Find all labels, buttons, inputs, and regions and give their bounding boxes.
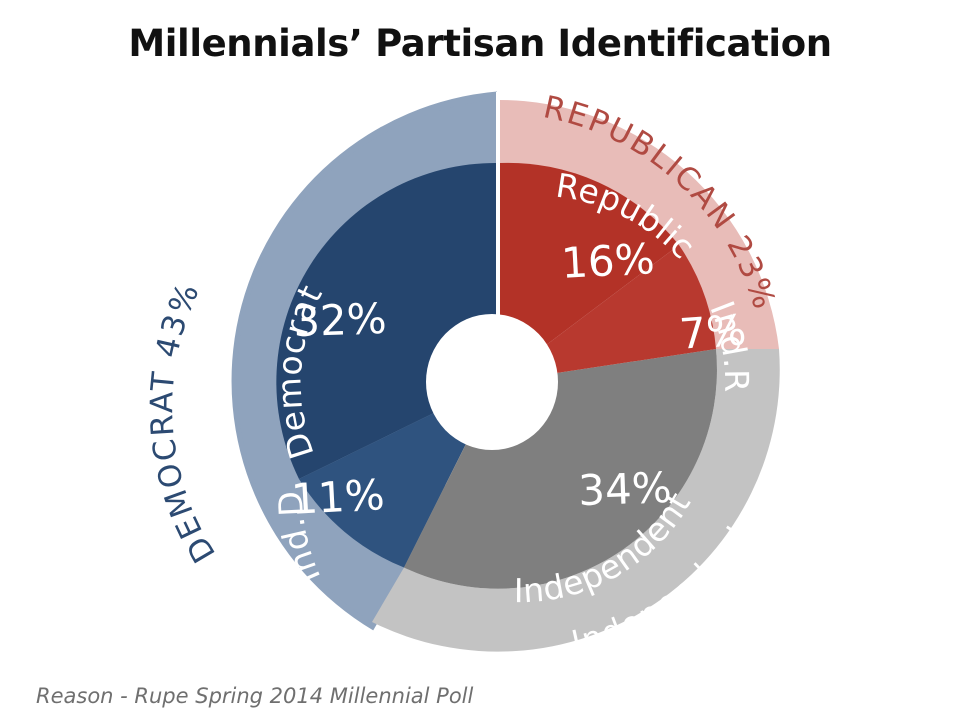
donut-center-hole — [426, 314, 558, 450]
value-label-ind-r: 7% — [678, 305, 748, 359]
outer-segment-republican[interactable] — [499, 100, 779, 349]
value-label-ind-d: 11% — [290, 470, 386, 524]
page-title: Millennials’ Partisan Identification — [128, 22, 832, 65]
outer-segment-democrat-ring[interactable] — [236, 100, 497, 622]
source-caption: Reason - Rupe Spring 2014 Millennial Pol… — [36, 684, 474, 708]
outer-label-democrat: DEMOCRAT 43% — [144, 277, 223, 569]
inner-segment-independent[interactable] — [404, 349, 717, 589]
inner-segment-ind-r[interactable] — [497, 245, 716, 382]
value-label-independent: 34% — [577, 463, 672, 515]
value-label-republican: 16% — [560, 234, 656, 288]
value-label-democrat: 32% — [292, 294, 387, 346]
outer-segment-independent[interactable] — [372, 349, 780, 652]
inner-segment-republican[interactable] — [497, 162, 679, 382]
